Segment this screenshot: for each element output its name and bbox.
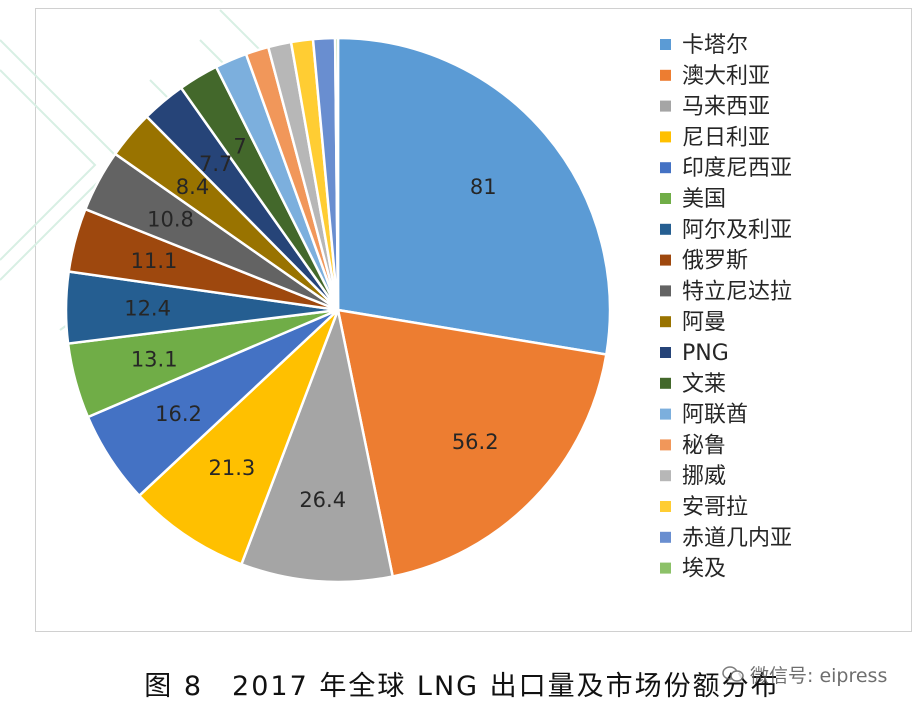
data-label-3: 21.3 [209, 456, 256, 480]
legend-item-1: 澳大利亚 [660, 64, 770, 89]
legend-label-12: 阿联酋 [682, 403, 748, 428]
legend-item-8: 特立尼达拉 [660, 279, 792, 304]
legend-swatch-5 [660, 193, 671, 204]
legend-swatch-13 [660, 439, 671, 451]
legend-item-16: 赤道几内亚 [660, 526, 792, 551]
data-label-7: 11.1 [131, 249, 178, 273]
legend-label-0: 卡塔尔 [682, 33, 748, 58]
legend-item-4: 印度尼西亚 [660, 156, 792, 181]
wechat-icon [722, 666, 744, 682]
data-labels: 81 56.2 26.4 21.3 16.2 13.1 12.4 11.1 10.8 8.47.7… [124, 135, 498, 512]
watermark-text: 微信号: eipress [750, 664, 888, 687]
legend-item-6: 阿尔及利亚 [660, 218, 792, 243]
legend-item-2: 马来西亚 [660, 95, 770, 120]
legend-item-10: PNG [660, 341, 729, 366]
data-label-4: 16.2 [155, 402, 202, 426]
legend-swatch-17 [660, 562, 671, 574]
pie-slices [64, 36, 612, 584]
legend-swatch-14 [660, 470, 671, 482]
pie-slice-1 [336, 308, 608, 578]
pie-slice-17 [333, 36, 340, 311]
legend-label-17: 埃及 [682, 557, 726, 582]
legend-label-6: 阿尔及利亚 [682, 218, 792, 243]
pie-slice-0 [336, 36, 612, 356]
legend-label-5: 美国 [682, 187, 726, 212]
legend-swatch-9 [660, 316, 671, 328]
legend-item-13: 秘鲁 [660, 433, 726, 458]
legend-label-9: 阿曼 [682, 310, 726, 335]
legend-swatch-8 [660, 285, 671, 297]
legend-item-5: 美国 [660, 187, 726, 212]
legend-swatch-11 [660, 377, 671, 389]
data-label-2: 26.4 [299, 488, 346, 512]
legend-label-7: 俄罗斯 [682, 249, 748, 274]
legend-label-10: PNG [682, 341, 729, 366]
watermark: 微信号: eipress [722, 660, 887, 688]
legend-item-14: 挪威 [660, 464, 726, 489]
pie-slice-3 [137, 309, 340, 566]
legend-swatch-7 [660, 254, 671, 266]
data-label-9: 8.4 [176, 175, 209, 199]
legend-swatch-12 [660, 408, 671, 420]
legend-item-17: 埃及 [660, 557, 726, 582]
data-label-10: 7.7 [199, 152, 232, 176]
data-label-1: 56.2 [452, 430, 499, 454]
data-label-6: 12.4 [124, 296, 171, 320]
legend-label-11: 文莱 [682, 372, 726, 397]
data-label-5: 13.1 [131, 348, 178, 372]
data-label-8: 10.8 [147, 208, 194, 232]
figure-caption: 图 8 2017 年全球 LNG 出口量及市场份额分布 [144, 671, 780, 702]
legend-item-9: 阿曼 [660, 310, 726, 335]
legend-label-1: 澳大利亚 [682, 64, 770, 89]
data-label-11: 7 [233, 135, 246, 159]
legend-label-16: 赤道几内亚 [682, 526, 792, 551]
legend-label-2: 马来西亚 [682, 95, 770, 120]
legend-swatch-10 [660, 347, 671, 358]
legend-swatch-15 [660, 501, 671, 512]
legend-swatch-3 [660, 131, 671, 143]
legend-item-7: 俄罗斯 [660, 249, 748, 274]
legend-swatch-16 [660, 531, 671, 543]
legend-label-4: 印度尼西亚 [682, 156, 792, 181]
legend-swatch-2 [660, 100, 671, 112]
legend-item-15: 安哥拉 [660, 495, 748, 520]
legend-label-14: 挪威 [682, 464, 726, 489]
data-label-0: 81 [470, 175, 497, 199]
legend-swatch-4 [660, 162, 671, 174]
legend-label-15: 安哥拉 [682, 495, 748, 520]
legend-swatch-1 [660, 69, 671, 81]
pie-slice-2 [239, 305, 395, 584]
legend-item-3: 尼日利亚 [660, 125, 770, 150]
legend-swatch-0 [660, 39, 671, 50]
legend-item-11: 文莱 [660, 372, 726, 397]
legend-label-13: 秘鲁 [682, 433, 726, 458]
legend-label-8: 特立尼达拉 [682, 279, 792, 304]
legend-swatch-6 [660, 223, 671, 235]
legend-label-3: 尼日利亚 [682, 125, 770, 150]
legend-item-12: 阿联酋 [660, 403, 748, 428]
legend-item-0: 卡塔尔 [660, 33, 748, 58]
